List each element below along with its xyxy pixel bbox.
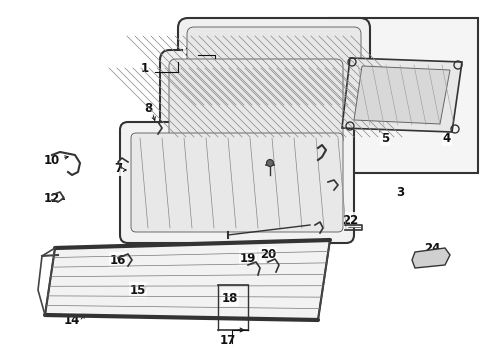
FancyBboxPatch shape — [178, 18, 369, 123]
Text: 3: 3 — [395, 185, 403, 198]
FancyBboxPatch shape — [120, 122, 353, 243]
Text: 17: 17 — [220, 333, 236, 346]
FancyBboxPatch shape — [186, 27, 360, 114]
Text: 2: 2 — [183, 45, 192, 58]
Text: 13: 13 — [319, 181, 335, 194]
Text: 20: 20 — [259, 248, 276, 261]
Text: 22: 22 — [341, 213, 357, 226]
Text: 1: 1 — [141, 62, 149, 75]
Text: 4: 4 — [442, 131, 450, 144]
Circle shape — [266, 159, 273, 166]
Text: 11: 11 — [306, 148, 323, 162]
Text: 6: 6 — [230, 184, 239, 197]
Text: 7: 7 — [114, 162, 122, 175]
Polygon shape — [341, 58, 461, 132]
Text: 8: 8 — [143, 102, 152, 114]
FancyBboxPatch shape — [169, 59, 342, 146]
Bar — [329, 18, 477, 173]
Text: 10: 10 — [44, 153, 60, 166]
Text: 21: 21 — [309, 216, 325, 229]
Text: 15: 15 — [129, 284, 146, 297]
Polygon shape — [353, 66, 449, 124]
Text: 19: 19 — [239, 252, 256, 265]
FancyBboxPatch shape — [131, 133, 342, 232]
Text: 9: 9 — [265, 168, 274, 181]
Text: 18: 18 — [222, 292, 238, 305]
FancyBboxPatch shape — [160, 50, 351, 155]
Text: 24: 24 — [423, 242, 439, 255]
Polygon shape — [45, 240, 329, 320]
Text: 5: 5 — [380, 131, 388, 144]
Polygon shape — [411, 248, 449, 268]
Text: 12: 12 — [44, 192, 60, 204]
Text: 16: 16 — [110, 253, 126, 266]
Text: 14: 14 — [63, 314, 80, 327]
Text: 23: 23 — [229, 219, 245, 231]
